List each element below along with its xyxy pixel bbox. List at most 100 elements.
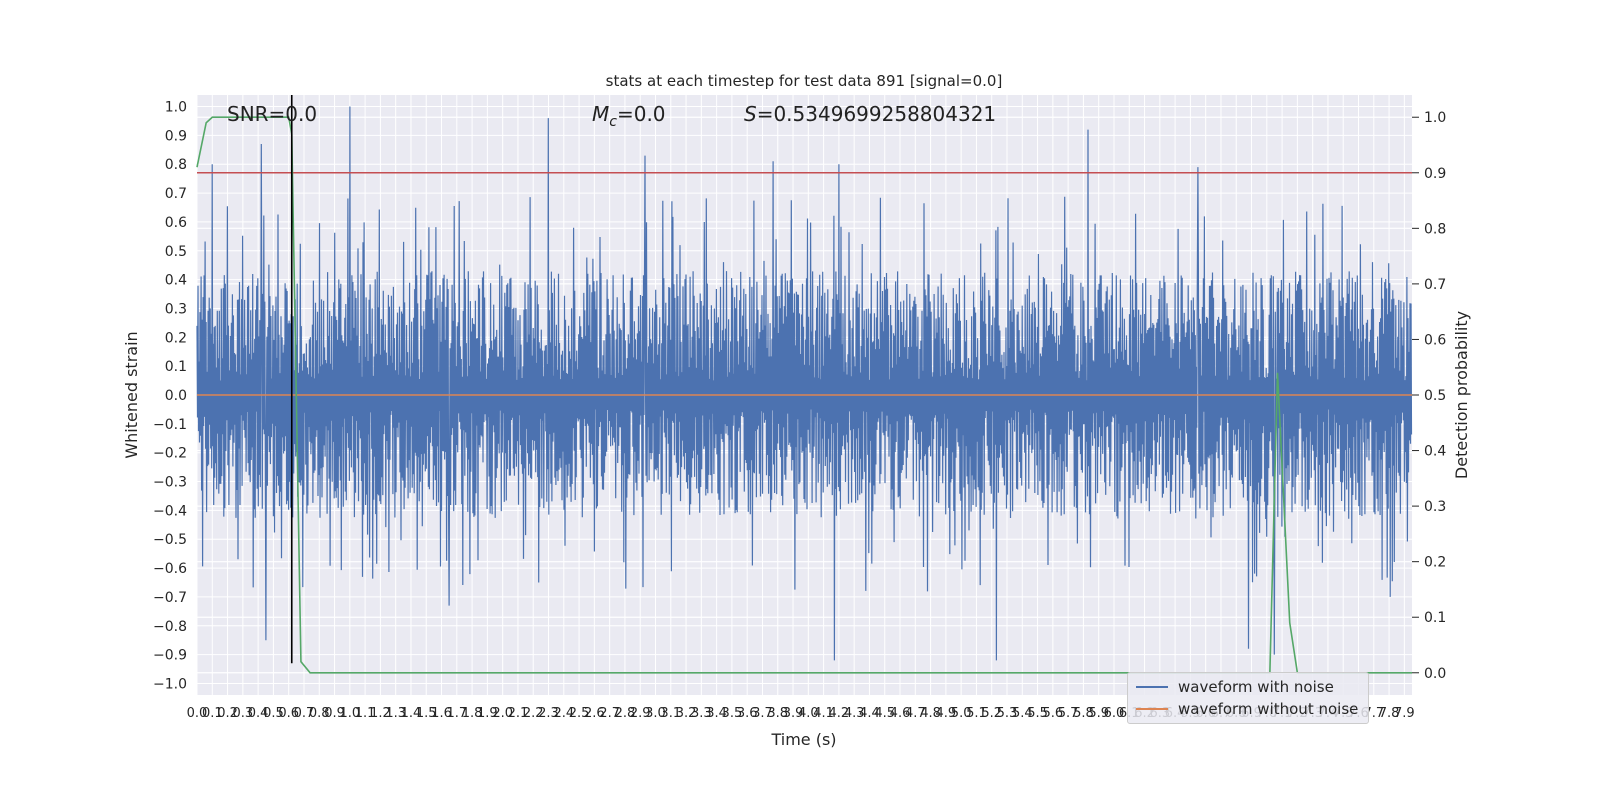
legend: waveform with noise waveform without noi… bbox=[1127, 672, 1369, 724]
snr-annotation: SNR=0.0 bbox=[227, 102, 318, 126]
x-tick-label: 5.2 bbox=[981, 706, 1002, 721]
x-tick-label: 4.9 bbox=[936, 706, 957, 721]
y-tick-label: 0.5 bbox=[165, 244, 187, 260]
y2-tick-label: 0.7 bbox=[1424, 277, 1446, 293]
y2-tick-label: 0.5 bbox=[1424, 388, 1446, 404]
y2-tick-label: 0.0 bbox=[1424, 666, 1446, 682]
legend-item-without-noise: waveform without noise bbox=[1136, 699, 1358, 719]
x-tick-label: 0.8 bbox=[309, 706, 330, 721]
x-tick-label: 2.2 bbox=[523, 706, 544, 721]
score-symbol: S bbox=[744, 102, 757, 126]
chirp-mass-value: =0.0 bbox=[616, 102, 666, 126]
legend-label-without-noise: waveform without noise bbox=[1178, 700, 1359, 718]
x-tick-label: 5.9 bbox=[1088, 706, 1109, 721]
y-tick-label: 0.9 bbox=[165, 128, 187, 144]
y2-tick-label: 1.0 bbox=[1424, 110, 1446, 126]
x-tick-label: 0.9 bbox=[324, 706, 345, 721]
y-tick-label: −0.6 bbox=[153, 561, 187, 577]
score-annotation: S=0.5349699258804321 bbox=[744, 102, 996, 126]
legend-item-with-noise: waveform with noise bbox=[1136, 677, 1334, 697]
x-tick-label: 7.9 bbox=[1394, 706, 1415, 721]
x-tick-label: 4.8 bbox=[920, 706, 941, 721]
x-tick-label: 1.9 bbox=[477, 706, 498, 721]
y-tick-label: 0.8 bbox=[165, 157, 187, 173]
x-tick-label: 4.2 bbox=[829, 706, 850, 721]
x-tick-label: 2.0 bbox=[492, 706, 513, 721]
x-tick-label: 5.1 bbox=[966, 706, 987, 721]
y2-tick-label: 0.8 bbox=[1424, 221, 1446, 237]
y2-tick-label: 0.2 bbox=[1424, 555, 1446, 571]
chirp-mass-symbol: M bbox=[592, 102, 610, 126]
x-tick-label: 0.2 bbox=[217, 706, 238, 721]
chirp-mass-annotation: Mc=0.0 bbox=[592, 102, 666, 130]
x-tick-label: 2.5 bbox=[569, 706, 590, 721]
x-tick-label: 2.4 bbox=[553, 706, 574, 721]
chirp-mass-subscript: c bbox=[609, 114, 617, 130]
x-tick-label: 7.8 bbox=[1379, 706, 1400, 721]
x-tick-label: 1.6 bbox=[431, 706, 452, 721]
x-tick-label: 1.3 bbox=[385, 706, 406, 721]
y2-tick-label: 0.6 bbox=[1424, 332, 1446, 348]
y-tick-label: 1.0 bbox=[165, 100, 187, 116]
y2-tick-label: 0.4 bbox=[1424, 444, 1446, 460]
legend-swatch-without-noise bbox=[1136, 708, 1168, 710]
x-tick-label: 4.4 bbox=[859, 706, 880, 721]
y-tick-label: 0.3 bbox=[165, 301, 187, 317]
x-tick-label: 1.8 bbox=[462, 706, 483, 721]
x-tick-label: 5.7 bbox=[1058, 706, 1079, 721]
x-tick-label: 3.2 bbox=[676, 706, 697, 721]
x-tick-label: 1.7 bbox=[446, 706, 467, 721]
y2-tick-label: 0.9 bbox=[1424, 166, 1446, 182]
x-tick-label: 0.3 bbox=[233, 706, 254, 721]
y-tick-label: 0.2 bbox=[165, 330, 187, 346]
x-tick-label: 0.5 bbox=[263, 706, 284, 721]
x-tick-label: 3.1 bbox=[660, 706, 681, 721]
y-tick-label: −0.4 bbox=[153, 503, 187, 519]
series-waveform-with-noise bbox=[196, 106, 1413, 661]
y-tick-label: −0.5 bbox=[153, 532, 187, 548]
x-tick-label: 1.2 bbox=[370, 706, 391, 721]
x-tick-label: 3.4 bbox=[706, 706, 727, 721]
x-tick-label: 3.0 bbox=[645, 706, 666, 721]
x-tick-label: 5.0 bbox=[951, 706, 972, 721]
x-tick-label: 1.5 bbox=[416, 706, 437, 721]
x-tick-label: 5.5 bbox=[1027, 706, 1048, 721]
legend-swatch-with-noise bbox=[1136, 686, 1168, 688]
x-tick-label: 3.8 bbox=[767, 706, 788, 721]
x-tick-label: 5.4 bbox=[1012, 706, 1033, 721]
y2-axis-label: Detection probability bbox=[1452, 311, 1471, 479]
x-tick-label: 5.8 bbox=[1073, 706, 1094, 721]
x-tick-label: 3.7 bbox=[752, 706, 773, 721]
x-tick-label: 1.0 bbox=[339, 706, 360, 721]
x-tick-label: 4.3 bbox=[844, 706, 865, 721]
x-tick-label: 2.8 bbox=[615, 706, 636, 721]
x-tick-label: 1.1 bbox=[355, 706, 376, 721]
x-tick-label: 4.5 bbox=[874, 706, 895, 721]
y-tick-label: −0.8 bbox=[153, 619, 187, 635]
x-tick-label: 2.3 bbox=[538, 706, 559, 721]
series-detection-probability bbox=[196, 116, 1412, 674]
score-value: =0.5349699258804321 bbox=[756, 102, 997, 126]
x-tick-label: 4.6 bbox=[890, 706, 911, 721]
x-tick-label: 0.1 bbox=[202, 706, 223, 721]
x-tick-label: 2.6 bbox=[584, 706, 605, 721]
chart-title: stats at each timestep for test data 891… bbox=[606, 72, 1003, 90]
x-tick-label: 5.3 bbox=[997, 706, 1018, 721]
series-layer bbox=[196, 95, 1413, 674]
y-tick-label: 0.4 bbox=[165, 273, 187, 289]
legend-label-with-noise: waveform with noise bbox=[1178, 678, 1334, 696]
y-axis-label: Whitened strain bbox=[122, 331, 141, 458]
x-tick-label: 6.0 bbox=[1104, 706, 1125, 721]
x-tick-label: 4.0 bbox=[798, 706, 819, 721]
y-tick-label: −0.7 bbox=[153, 590, 187, 606]
x-tick-label: 3.3 bbox=[691, 706, 712, 721]
x-tick-label: 5.6 bbox=[1043, 706, 1064, 721]
x-tick-label: 4.7 bbox=[905, 706, 926, 721]
y2-tick-label: 0.1 bbox=[1424, 610, 1446, 626]
x-tick-label: 3.9 bbox=[783, 706, 804, 721]
x-tick-label: 3.6 bbox=[737, 706, 758, 721]
x-tick-label: 4.1 bbox=[813, 706, 834, 721]
y-tick-label: 0.1 bbox=[165, 359, 187, 375]
x-tick-label: 2.1 bbox=[508, 706, 529, 721]
